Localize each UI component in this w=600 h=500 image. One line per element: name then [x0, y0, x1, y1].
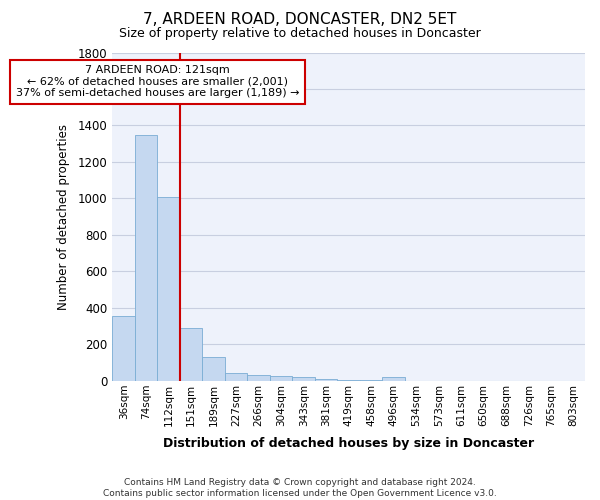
- Text: 7, ARDEEN ROAD, DONCASTER, DN2 5ET: 7, ARDEEN ROAD, DONCASTER, DN2 5ET: [143, 12, 457, 28]
- Bar: [337, 380, 360, 381]
- Bar: [157, 196, 180, 381]
- Bar: [247, 374, 270, 381]
- Text: Contains HM Land Registry data © Crown copyright and database right 2024.
Contai: Contains HM Land Registry data © Crown c…: [103, 478, 497, 498]
- Y-axis label: Number of detached properties: Number of detached properties: [56, 124, 70, 310]
- Bar: [292, 378, 315, 381]
- Bar: [225, 374, 247, 381]
- Bar: [202, 358, 225, 381]
- Text: Size of property relative to detached houses in Doncaster: Size of property relative to detached ho…: [119, 28, 481, 40]
- Bar: [270, 376, 292, 381]
- Text: 7 ARDEEN ROAD: 121sqm
← 62% of detached houses are smaller (2,001)
37% of semi-d: 7 ARDEEN ROAD: 121sqm ← 62% of detached …: [16, 66, 299, 98]
- Bar: [135, 134, 157, 381]
- Bar: [382, 378, 405, 381]
- X-axis label: Distribution of detached houses by size in Doncaster: Distribution of detached houses by size …: [163, 437, 534, 450]
- Bar: [180, 328, 202, 381]
- Bar: [112, 316, 135, 381]
- Bar: [360, 380, 382, 381]
- Bar: [315, 379, 337, 381]
